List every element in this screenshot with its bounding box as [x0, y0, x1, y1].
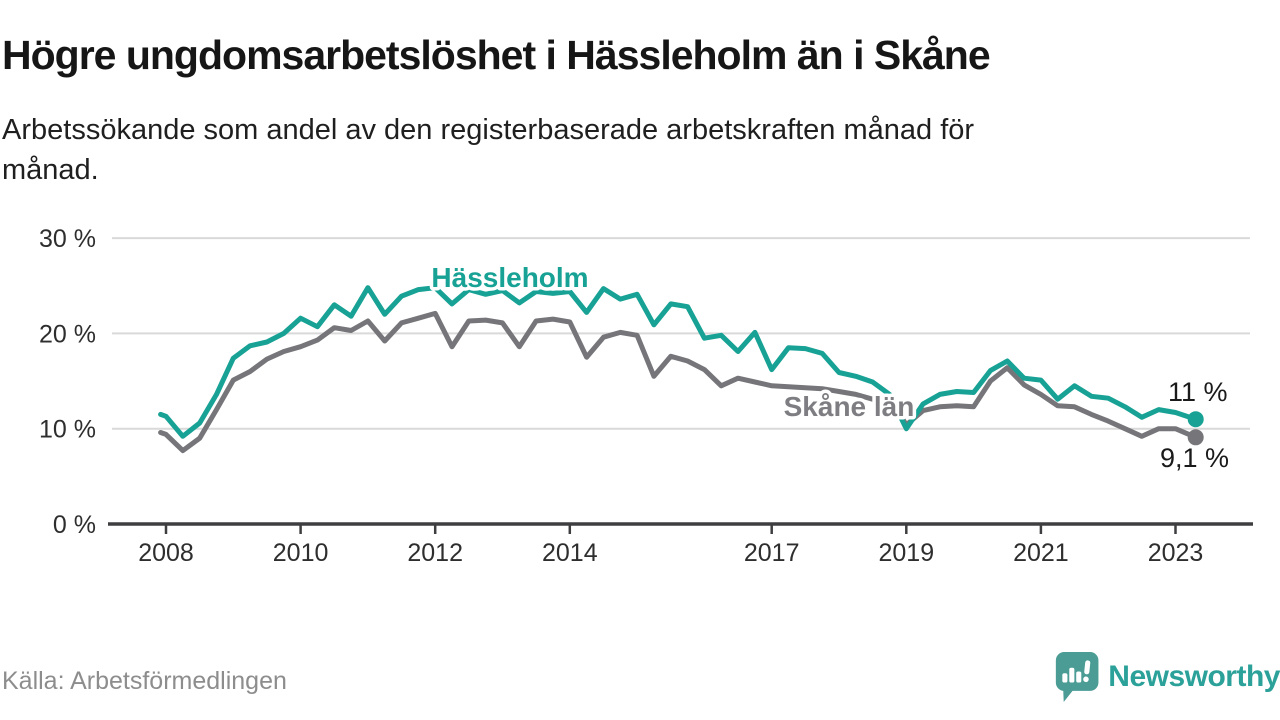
x-tick-label-2023: 2023	[1148, 539, 1204, 567]
end-dot-hassleholm	[1187, 411, 1204, 428]
hassleholm-end-value: 11 %	[1168, 377, 1228, 407]
x-tick-label-2017: 2017	[744, 539, 800, 567]
series-line-skane	[158, 310, 1199, 454]
newsworthy-logo-text: Newsworthy	[1108, 660, 1280, 693]
chart-subtitle: Arbetssökande som andel av den registerb…	[2, 110, 974, 190]
x-tick-label-2019: 2019	[878, 539, 934, 567]
y-tick-label-30: 30 %	[39, 225, 96, 253]
y-tick-label-20: 20 %	[39, 320, 96, 348]
y-tick-label-0: 0 %	[53, 511, 96, 539]
end-dot-skane	[1187, 429, 1204, 446]
newsworthy-logo-icon	[1055, 652, 1099, 702]
x-tick-label-2014: 2014	[542, 539, 598, 567]
chart-subtitle-line2: månad.	[2, 154, 99, 186]
x-tick-label-2008: 2008	[138, 539, 194, 567]
hassleholm-label: Hässleholm	[431, 262, 588, 293]
newsworthy-logo: Newsworthy	[1054, 648, 1280, 706]
exclamation-glyph	[1083, 660, 1091, 683]
skane-end-value: 9,1 %	[1160, 443, 1229, 473]
x-tick-label-2010: 2010	[273, 539, 329, 567]
skane-label: Skåne län	[784, 391, 915, 422]
series-line-hassleholm	[158, 285, 1199, 439]
chart-subtitle-line1: Arbetssökande som andel av den registerb…	[2, 114, 975, 146]
x-tick-label-2012: 2012	[407, 539, 463, 567]
source-caption: Källa: Arbetsförmedlingen	[2, 667, 287, 695]
x-tick-label-2021: 2021	[1013, 539, 1069, 567]
chart-title: Högre ungdomsarbetslöshet i Hässleholm ä…	[2, 32, 991, 78]
bar-chart-glyph	[1062, 660, 1091, 683]
y-tick-label-10: 10 %	[39, 416, 96, 444]
